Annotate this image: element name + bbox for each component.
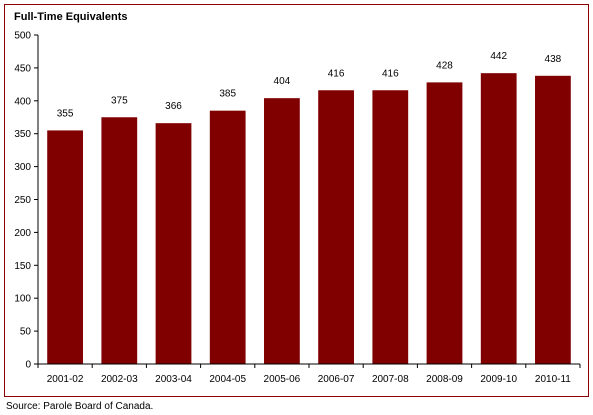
bar <box>209 110 246 364</box>
bar-chart: 0 50 100 150 200 250 300 350 400 450 500 355 375 366… <box>14 31 581 385</box>
y-tick-label: 400 <box>14 96 31 107</box>
data-label: 442 <box>490 51 507 62</box>
x-axis: 2001-02 2002-03 2003-04 2004-05 2005-06 2006-… <box>37 363 581 385</box>
x-tick-label: 2007-08 <box>372 374 409 385</box>
x-tick-label: 2001-02 <box>47 374 84 385</box>
x-tick-label: 2010-11 <box>535 374 571 385</box>
bars <box>47 73 571 365</box>
bar <box>155 123 192 364</box>
y-tick-label: 350 <box>14 129 31 140</box>
data-label: 385 <box>219 89 236 100</box>
source-note: Source: Parole Board of Canada. <box>6 401 154 412</box>
data-label: 416 <box>328 68 345 79</box>
value-labels: 355 375 366 385 404 416 416 428 442 438 <box>57 51 562 119</box>
y-tick-label: 500 <box>14 31 31 42</box>
x-tick-label: 2006-07 <box>318 374 355 385</box>
data-label: 438 <box>545 54 562 65</box>
y-tick-label: 250 <box>14 195 31 206</box>
bar <box>480 73 517 364</box>
chart-title: Full-Time Equivalents <box>14 11 128 23</box>
y-tick-label: 200 <box>14 228 31 239</box>
x-tick-label: 2002-03 <box>101 374 138 385</box>
data-label: 416 <box>382 68 399 79</box>
bar <box>426 82 463 364</box>
y-tick-label: 450 <box>14 63 31 74</box>
data-label: 404 <box>274 76 291 87</box>
y-tick-label: 50 <box>20 327 32 338</box>
x-tick-label: 2003-04 <box>155 374 192 385</box>
y-tick-label: 0 <box>25 360 31 371</box>
bar <box>318 90 354 364</box>
y-axis: 0 50 100 150 200 250 300 350 400 450 500 <box>14 31 39 371</box>
data-label: 355 <box>57 108 74 119</box>
y-tick-label: 300 <box>14 162 31 173</box>
data-label: 428 <box>436 60 453 71</box>
x-tick-label: 2005-06 <box>264 374 301 385</box>
data-label: 375 <box>111 95 128 106</box>
bar <box>47 130 83 364</box>
data-label: 366 <box>165 101 182 112</box>
x-tick-label: 2008-09 <box>426 374 463 385</box>
x-tick-label: 2009-10 <box>480 374 517 385</box>
bar <box>264 98 300 364</box>
y-tick-label: 150 <box>14 261 31 272</box>
bar <box>535 75 571 365</box>
bar <box>372 90 409 364</box>
bar <box>101 117 138 364</box>
y-tick-label: 100 <box>14 294 31 305</box>
x-tick-label: 2004-05 <box>209 374 246 385</box>
